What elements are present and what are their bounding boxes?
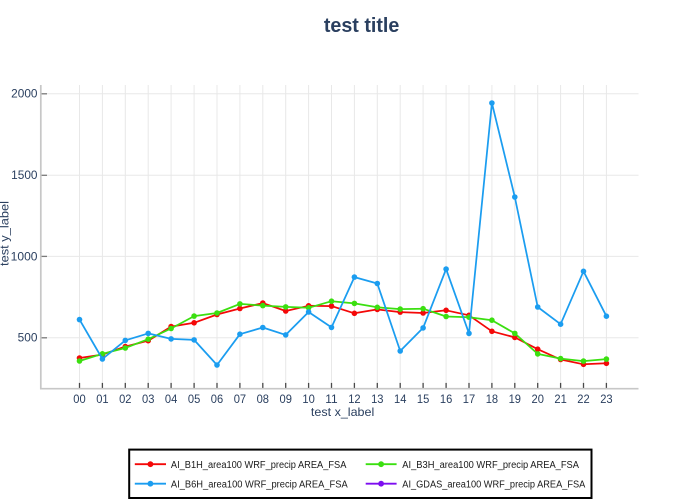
svg-text:05: 05 [188,392,201,406]
svg-text:500: 500 [18,331,38,345]
svg-text:16: 16 [440,392,453,406]
svg-text:14: 14 [394,392,407,406]
svg-text:12: 12 [348,392,360,406]
svg-text:07: 07 [234,392,246,406]
svg-text:10: 10 [302,392,315,406]
svg-text:21: 21 [554,392,566,406]
svg-text:04: 04 [165,392,178,406]
svg-text:01: 01 [96,392,108,406]
svg-text:03: 03 [142,392,155,406]
svg-text:AI_B3H_area100 WRF_precip AREA: AI_B3H_area100 WRF_precip AREA_FSA [402,460,579,471]
svg-text:AI_GDAS_area100 WRF_precip ARE: AI_GDAS_area100 WRF_precip AREA_FSA [402,479,585,490]
svg-text:test y_label: test y_label [0,201,12,266]
svg-text:1000: 1000 [11,249,38,263]
svg-text:11: 11 [325,392,337,406]
svg-text:AI_B1H_area100 WRF_precip AREA: AI_B1H_area100 WRF_precip AREA_FSA [171,460,347,471]
svg-text:20: 20 [532,392,545,406]
svg-text:test x_label: test x_label [311,405,374,419]
svg-text:22: 22 [577,392,589,406]
svg-text:09: 09 [280,392,292,406]
svg-text:test title: test title [324,15,400,37]
svg-text:2000: 2000 [11,87,38,101]
svg-text:19: 19 [509,392,521,406]
svg-text:1500: 1500 [11,168,38,182]
svg-text:23: 23 [600,392,613,406]
svg-text:AI_B6H_area100 WRF_precip AREA: AI_B6H_area100 WRF_precip AREA_FSA [171,479,348,490]
svg-text:08: 08 [257,392,270,406]
svg-text:15: 15 [417,392,430,406]
svg-text:13: 13 [371,392,384,406]
svg-text:06: 06 [211,392,224,406]
svg-text:18: 18 [486,392,499,406]
svg-text:00: 00 [73,392,86,406]
svg-text:02: 02 [119,392,131,406]
svg-text:17: 17 [463,392,475,406]
